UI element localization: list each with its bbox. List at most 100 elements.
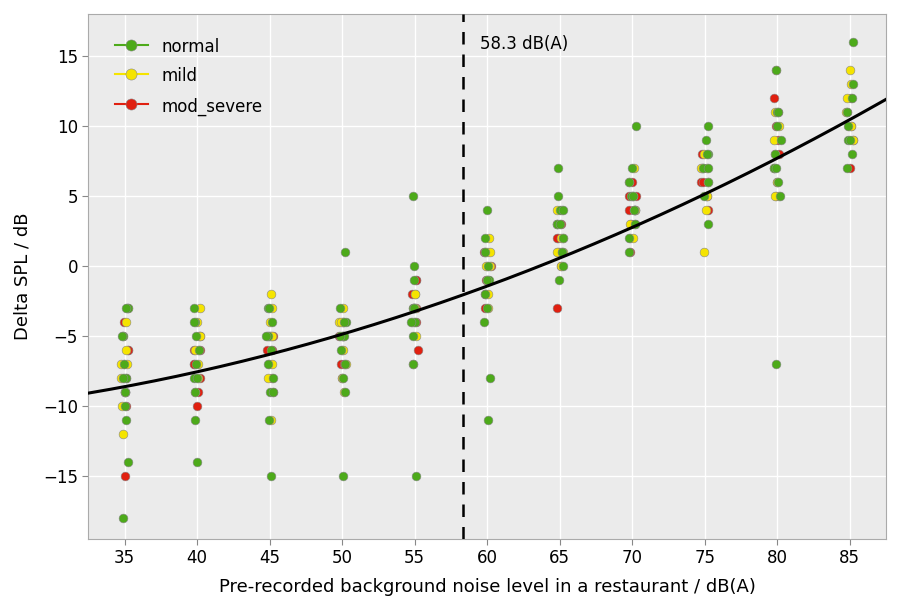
Point: [769, 163, 783, 173]
Point: [409, 331, 423, 340]
Point: [193, 345, 207, 354]
Point: [338, 331, 352, 340]
Point: [846, 135, 860, 145]
Point: [554, 247, 569, 257]
Point: [260, 345, 274, 354]
Point: [333, 359, 347, 368]
Point: [767, 163, 781, 173]
Point: [266, 373, 281, 382]
Point: [841, 135, 855, 145]
Point: [188, 317, 202, 326]
Point: [551, 247, 565, 257]
Point: [334, 317, 348, 326]
Point: [556, 261, 571, 271]
Point: [770, 65, 784, 75]
Point: [118, 387, 132, 396]
Point: [188, 415, 202, 425]
Point: [623, 233, 637, 243]
Point: [771, 177, 786, 187]
Point: [407, 303, 421, 312]
Point: [266, 387, 280, 396]
Point: [624, 191, 638, 201]
Point: [477, 317, 491, 326]
Point: [190, 373, 204, 382]
Point: [481, 303, 495, 312]
Point: [478, 247, 492, 257]
Point: [627, 205, 642, 215]
Point: [262, 303, 276, 312]
Point: [770, 107, 785, 117]
Point: [406, 303, 420, 312]
Point: [846, 79, 860, 88]
Point: [188, 345, 202, 354]
Point: [767, 163, 781, 173]
Point: [260, 359, 274, 368]
Point: [623, 247, 637, 257]
Point: [263, 317, 277, 326]
Point: [844, 121, 859, 131]
Point: [338, 247, 353, 257]
Point: [117, 317, 131, 326]
Point: [187, 359, 202, 368]
Point: [477, 289, 491, 299]
Point: [337, 303, 351, 312]
Point: [404, 317, 419, 326]
Point: [554, 219, 568, 229]
Point: [115, 401, 130, 411]
Point: [407, 317, 421, 326]
Point: [409, 275, 423, 285]
Point: [266, 303, 280, 312]
Point: [408, 303, 422, 312]
Point: [337, 387, 351, 396]
Point: [118, 471, 132, 481]
Point: [770, 135, 785, 145]
Point: [479, 289, 493, 299]
Point: [336, 317, 350, 326]
Point: [121, 345, 135, 354]
Point: [264, 289, 278, 299]
Point: [840, 163, 854, 173]
Point: [554, 261, 569, 271]
Point: [115, 331, 130, 340]
Point: [188, 387, 202, 396]
Point: [701, 163, 716, 173]
Point: [187, 303, 202, 312]
Point: [262, 415, 276, 425]
Point: [701, 205, 716, 215]
Point: [116, 373, 130, 382]
Point: [694, 177, 708, 187]
Y-axis label: Delta SPL / dB: Delta SPL / dB: [14, 212, 32, 340]
Point: [116, 331, 130, 340]
Point: [404, 289, 419, 299]
Point: [770, 177, 785, 187]
Point: [118, 387, 132, 396]
Point: [553, 247, 567, 257]
Point: [479, 275, 493, 285]
Point: [335, 345, 349, 354]
Point: [698, 191, 713, 201]
Point: [338, 359, 353, 368]
Point: [331, 317, 346, 326]
Point: [550, 233, 564, 243]
Point: [265, 359, 279, 368]
Point: [477, 247, 491, 257]
Point: [550, 205, 564, 215]
Point: [551, 233, 565, 243]
Point: [262, 359, 276, 368]
Point: [767, 93, 781, 102]
Point: [187, 373, 202, 382]
Point: [406, 191, 420, 201]
Point: [192, 331, 206, 340]
Point: [553, 219, 567, 229]
Point: [772, 191, 787, 201]
Point: [189, 359, 203, 368]
Point: [550, 219, 564, 229]
Point: [556, 233, 571, 243]
Point: [481, 261, 495, 271]
Point: [333, 303, 347, 312]
Point: [840, 107, 854, 117]
Point: [550, 219, 564, 229]
Point: [842, 121, 856, 131]
Point: [331, 331, 346, 340]
Point: [405, 317, 419, 326]
